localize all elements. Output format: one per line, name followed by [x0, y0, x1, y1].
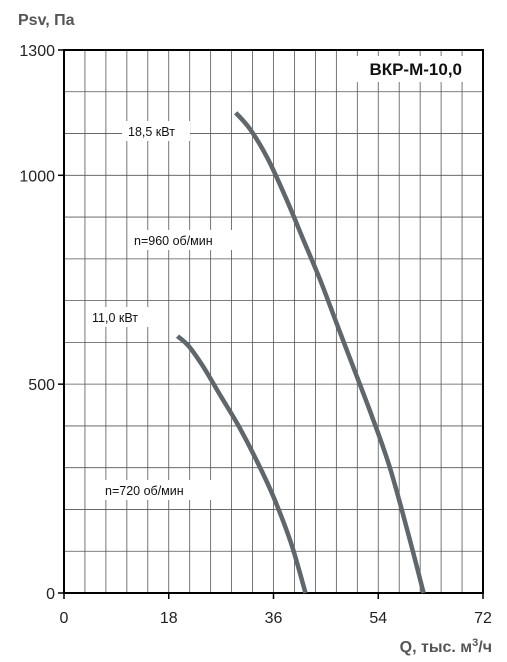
fan-curve-1 [234, 111, 426, 594]
speed-label-2: n=720 об/мин [105, 484, 184, 498]
y-tick-label: 1000 [19, 168, 55, 185]
x-tick-label: 18 [160, 610, 178, 627]
speed-label-bg-2 [100, 480, 214, 500]
model-label: ВКР-М-10,0 [369, 60, 462, 79]
y-tick-labels: 0 500 1000 1300 [19, 43, 64, 603]
x-tick-label: 54 [369, 610, 387, 627]
y-tick-label: 500 [28, 377, 55, 394]
power-label-bg-1 [122, 121, 190, 141]
x-tick-label: 72 [474, 610, 492, 627]
x-tick-label: 0 [60, 610, 69, 627]
fan-curve-2 [175, 334, 308, 594]
y-tick-label: 0 [46, 586, 55, 603]
x-axis-label-tail: /ч [478, 639, 492, 656]
x-axis-label: Q, тыс. м3/ч [400, 637, 492, 656]
speed-label-bg-1 [130, 230, 234, 250]
speed-label-1: n=960 об/мин [134, 234, 213, 248]
x-axis-label-main: Q, тыс. м [400, 639, 472, 656]
power-label-2: 11,0 кВт [92, 311, 138, 325]
power-label-1: 18,5 кВт [128, 125, 175, 139]
y-tick-label: 1300 [19, 43, 55, 60]
x-tick-label: 36 [265, 610, 283, 627]
y-axis-label: Psv, Па [18, 12, 75, 29]
x-axis-label-sup: 3 [472, 637, 478, 649]
fan-curves [175, 111, 426, 594]
x-tick-labels: 0 18 36 54 72 [60, 593, 492, 627]
model-label-box [338, 56, 470, 82]
power-label-bg-2 [88, 307, 156, 327]
